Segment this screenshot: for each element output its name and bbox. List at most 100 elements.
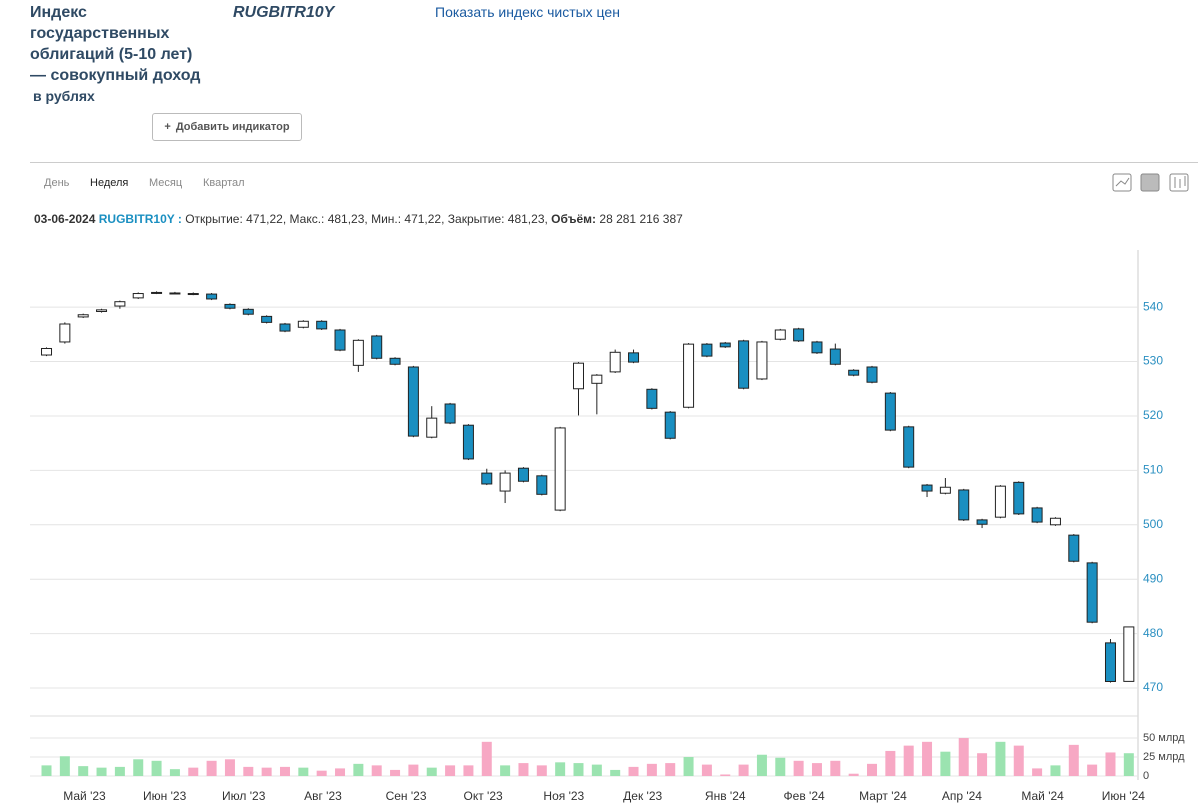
x-tick-label: Сен '23 bbox=[386, 789, 427, 803]
volume-bar bbox=[903, 745, 914, 776]
volume-bar bbox=[390, 769, 401, 776]
y-tick-label: 480 bbox=[1143, 626, 1163, 640]
title-line: облигаций (5-10 лет) bbox=[30, 46, 193, 63]
x-tick-label: Ноя '23 bbox=[543, 789, 584, 803]
volume-bar bbox=[353, 763, 364, 776]
x-tick-label: Дек '23 bbox=[623, 789, 662, 803]
tab[interactable]: Квартал bbox=[203, 177, 245, 189]
x-tick-label: Май '23 bbox=[63, 789, 106, 803]
volume-bar bbox=[830, 760, 841, 776]
y-tick-label: 520 bbox=[1143, 408, 1163, 422]
bar-icon[interactable] bbox=[1169, 173, 1189, 192]
chart-type-icons bbox=[1112, 173, 1189, 192]
candle-body bbox=[96, 309, 108, 312]
volume-bar bbox=[665, 763, 676, 776]
candle-body bbox=[151, 291, 163, 294]
candle-body bbox=[884, 392, 896, 431]
candle-body bbox=[903, 426, 915, 468]
candle-body bbox=[279, 323, 291, 332]
tab[interactable]: Неделя bbox=[90, 177, 129, 189]
plus-icon: + bbox=[164, 121, 171, 133]
candle-body bbox=[224, 303, 236, 309]
x-tick-label: Янв '24 bbox=[705, 789, 746, 803]
info-ticker: RUGBITR10Y : bbox=[98, 212, 182, 226]
volume-bar bbox=[720, 774, 731, 776]
ticker: RUGBITR10Y bbox=[233, 4, 335, 21]
candle-body bbox=[1013, 481, 1025, 515]
candle-body bbox=[261, 315, 273, 323]
candle-icon[interactable] bbox=[1140, 173, 1160, 192]
candle-body bbox=[756, 341, 768, 380]
candle-body bbox=[719, 342, 731, 348]
candle-body bbox=[462, 424, 474, 460]
divider bbox=[30, 162, 1198, 163]
volume-bar bbox=[1123, 753, 1134, 776]
button-label: Добавить индикатор bbox=[175, 121, 290, 133]
subtitle: в рублях bbox=[33, 88, 95, 104]
candle-body bbox=[41, 347, 53, 356]
line-icon[interactable] bbox=[1112, 173, 1132, 192]
volume-bar bbox=[298, 767, 309, 776]
candle-body bbox=[242, 308, 254, 315]
volume-bar bbox=[536, 765, 547, 776]
candle-body bbox=[591, 374, 603, 384]
candle-body bbox=[334, 329, 346, 351]
volume-bar bbox=[848, 773, 859, 776]
y-tick-label: 530 bbox=[1143, 354, 1163, 368]
volume-bar bbox=[738, 764, 749, 776]
x-tick-label: Окт '23 bbox=[464, 789, 504, 803]
volume-bar bbox=[426, 767, 437, 776]
candle-body bbox=[939, 486, 951, 494]
candle-body bbox=[1049, 517, 1061, 526]
volume-bar bbox=[775, 757, 786, 776]
candle-body bbox=[774, 329, 786, 340]
volume-bar bbox=[133, 759, 144, 776]
title: Индекс государственных облигаций (5-10 л… bbox=[30, 2, 200, 86]
candle-body bbox=[407, 366, 419, 437]
candle-body bbox=[921, 484, 933, 492]
volume-bar bbox=[958, 738, 969, 776]
volume-bar bbox=[335, 768, 346, 776]
candle-body bbox=[1068, 534, 1080, 562]
add-indicator-button[interactable]: + Добавить индикатор bbox=[152, 113, 302, 141]
volume-bar bbox=[940, 751, 951, 776]
x-tick-label: Авг '23 bbox=[304, 789, 342, 803]
volume-bar bbox=[188, 767, 199, 776]
candle-body bbox=[59, 323, 71, 343]
tab[interactable]: Месяц bbox=[149, 177, 183, 189]
y-tick-label: 510 bbox=[1143, 463, 1163, 477]
volume-bar bbox=[41, 765, 52, 776]
volume-bar bbox=[867, 763, 878, 776]
volume-bar bbox=[279, 766, 290, 776]
volume-bar bbox=[78, 766, 89, 776]
candle-body bbox=[572, 362, 584, 390]
candle-body bbox=[499, 472, 511, 492]
candle-body bbox=[701, 343, 713, 357]
volume-bar bbox=[114, 766, 125, 776]
candle-body bbox=[829, 348, 841, 365]
volume-bar bbox=[995, 741, 1006, 776]
volume-bar bbox=[316, 770, 327, 776]
volume-bar bbox=[573, 763, 584, 776]
volume-bar bbox=[96, 767, 107, 776]
volume-bar bbox=[261, 767, 272, 776]
title-line: — совокупный доход bbox=[30, 67, 201, 84]
info-volume-label: Объём: bbox=[551, 212, 597, 226]
candle-body bbox=[206, 293, 218, 300]
volume-bar bbox=[481, 741, 492, 776]
volume-bar bbox=[463, 765, 474, 776]
volume-bar bbox=[371, 765, 382, 776]
y-tick-label: 0 bbox=[1143, 770, 1149, 782]
volume-bar bbox=[922, 741, 933, 776]
x-tick-label: Май '24 bbox=[1021, 789, 1064, 803]
x-tick-label: Июн '23 bbox=[143, 789, 187, 803]
volume-bar bbox=[628, 766, 639, 776]
candle-body bbox=[536, 475, 548, 495]
volume-bar bbox=[243, 766, 254, 776]
candle-body bbox=[1086, 562, 1098, 623]
y-tick-label: 50 млрд bbox=[1143, 732, 1185, 744]
tab[interactable]: День bbox=[44, 177, 70, 189]
candle-body bbox=[426, 417, 438, 438]
clean-price-link[interactable]: Показать индекс чистых цен bbox=[435, 4, 620, 20]
